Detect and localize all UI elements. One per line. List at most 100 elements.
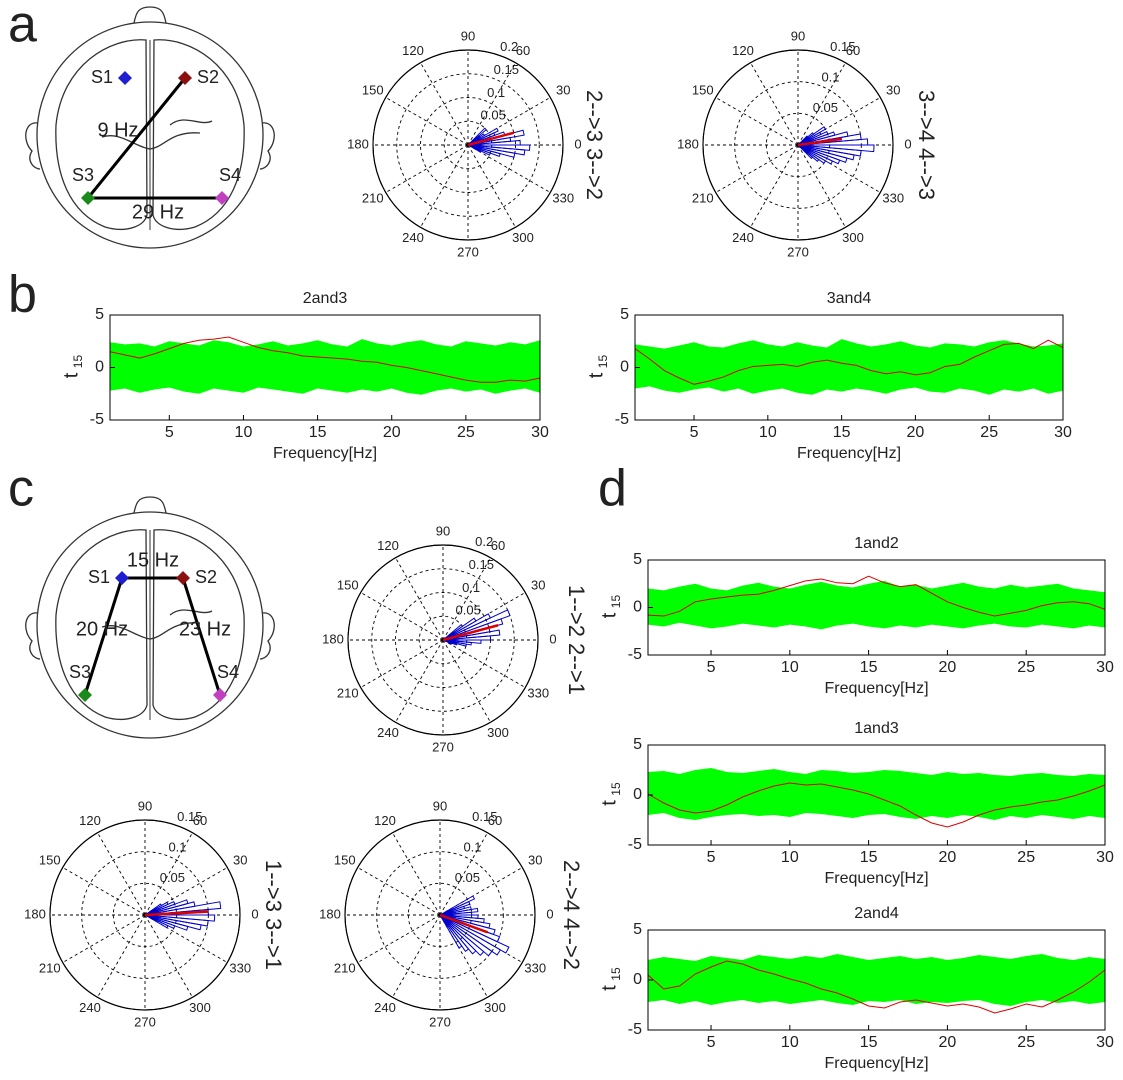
polar-spoke xyxy=(97,914,146,998)
polar-spoke xyxy=(144,832,193,916)
rose-bar xyxy=(439,914,479,919)
polar-spoke xyxy=(439,832,488,916)
y-axis-label: t 15 xyxy=(60,355,85,379)
electrode-label: S1 xyxy=(88,567,110,587)
theta-tick-label: 120 xyxy=(402,43,424,58)
polar-spoke xyxy=(62,914,146,963)
head-brain xyxy=(152,39,245,230)
polar-spoke xyxy=(467,144,516,228)
polar-spoke xyxy=(144,914,228,963)
polar-spoke xyxy=(797,144,881,193)
electrode-label: S4 xyxy=(219,165,241,185)
x-tick-label: 25 xyxy=(1017,1034,1035,1051)
theta-tick-label: 150 xyxy=(334,852,356,867)
r-tick-label: 0.1 xyxy=(487,85,505,100)
polar-spoke xyxy=(62,867,146,916)
rose-bar xyxy=(439,914,496,936)
x-tick-label: 25 xyxy=(457,424,475,441)
polar-spoke xyxy=(420,62,469,146)
theta-tick-label: 30 xyxy=(233,852,247,867)
theta-tick-label: 120 xyxy=(374,813,396,828)
panel-label: a xyxy=(8,0,37,54)
theta-tick-label: 300 xyxy=(487,725,509,740)
y-tick-label: 0 xyxy=(620,359,629,376)
polar-spoke xyxy=(442,592,526,641)
panel-label: b xyxy=(8,266,37,324)
y-axis-label-main: t xyxy=(598,985,620,991)
electrode-label: S3 xyxy=(69,662,91,682)
rose-bar xyxy=(439,914,501,943)
head-sulcus xyxy=(169,609,213,616)
rose-bar xyxy=(797,132,815,146)
polar-spoke xyxy=(97,832,146,916)
y-tick-label: -5 xyxy=(628,646,642,663)
y-axis-label-main: t xyxy=(598,800,620,806)
theta-tick-label: 300 xyxy=(512,230,534,245)
rose-bar xyxy=(439,914,491,929)
polar-spoke xyxy=(467,97,551,146)
electrode-label: S2 xyxy=(197,67,219,87)
r-tick-label: 0.15 xyxy=(472,809,497,824)
theta-tick-label: 240 xyxy=(374,1000,396,1015)
theta-tick-label: 240 xyxy=(79,1000,101,1015)
x-tick-label: 10 xyxy=(235,424,253,441)
polar-spoke xyxy=(144,867,228,916)
direction-label: 3-->4 4-->3 xyxy=(914,90,939,200)
mean-vector xyxy=(144,910,209,917)
x-tick-label: 20 xyxy=(939,849,957,866)
y-axis-label-subscript: 15 xyxy=(609,595,623,609)
polar-spoke xyxy=(385,144,469,193)
theta-tick-label: 120 xyxy=(732,43,754,58)
y-axis-label: t 15 xyxy=(598,967,623,991)
rose-bar xyxy=(797,126,827,146)
x-tick-label: 15 xyxy=(860,1034,878,1051)
theta-tick-label: 180 xyxy=(319,906,341,921)
y-tick-label: 5 xyxy=(633,736,642,753)
r-tick-label: 0.2 xyxy=(475,534,493,549)
rose-bar xyxy=(144,914,216,922)
chart-title: 2and4 xyxy=(854,905,899,922)
y-tick-label: -5 xyxy=(615,411,629,428)
electrode-label: S1 xyxy=(91,67,113,87)
theta-tick-label: 150 xyxy=(39,852,61,867)
head-sulcus xyxy=(101,132,201,150)
y-tick-label: 0 xyxy=(633,599,642,616)
theta-tick-label: 270 xyxy=(457,244,479,259)
y-axis-label-main: t xyxy=(585,372,607,378)
y-axis-label-subscript: 15 xyxy=(609,782,623,796)
statistic-line xyxy=(109,336,541,383)
x-axis-label: Frequency[Hz] xyxy=(824,870,928,887)
theta-tick-label: 330 xyxy=(229,960,251,975)
polar-spoke xyxy=(395,639,444,723)
rose-bar xyxy=(467,127,499,146)
x-tick-label: 15 xyxy=(860,849,878,866)
theta-tick-label: 150 xyxy=(337,577,359,592)
theta-tick-label: 90 xyxy=(461,28,475,43)
theta-tick-label: 0 xyxy=(904,136,911,151)
x-axis-label: Frequency[Hz] xyxy=(824,680,928,697)
chart-title: 1and3 xyxy=(854,720,899,737)
r-tick-label: 0.1 xyxy=(462,580,480,595)
electrode xyxy=(78,688,92,702)
y-tick-label: -5 xyxy=(628,1021,642,1038)
head-ear xyxy=(259,612,275,660)
head-outline xyxy=(36,511,264,739)
head xyxy=(25,496,275,739)
polar-spoke xyxy=(797,144,846,228)
polar-spoke xyxy=(442,639,491,723)
x-tick-label: 5 xyxy=(690,424,699,441)
polar-spoke xyxy=(439,867,523,916)
y-tick-label: -5 xyxy=(90,411,104,428)
x-tick-label: 20 xyxy=(939,659,957,676)
polar-spoke xyxy=(357,914,441,963)
x-tick-label: 30 xyxy=(1096,1034,1114,1051)
theta-tick-label: 180 xyxy=(677,136,699,151)
theta-tick-label: 210 xyxy=(337,685,359,700)
y-axis-label: t 15 xyxy=(598,595,623,619)
theta-tick-label: 0 xyxy=(546,906,553,921)
head-sulcus xyxy=(169,119,213,126)
polar-grid-circle xyxy=(372,49,564,241)
polar-spoke xyxy=(797,97,881,146)
